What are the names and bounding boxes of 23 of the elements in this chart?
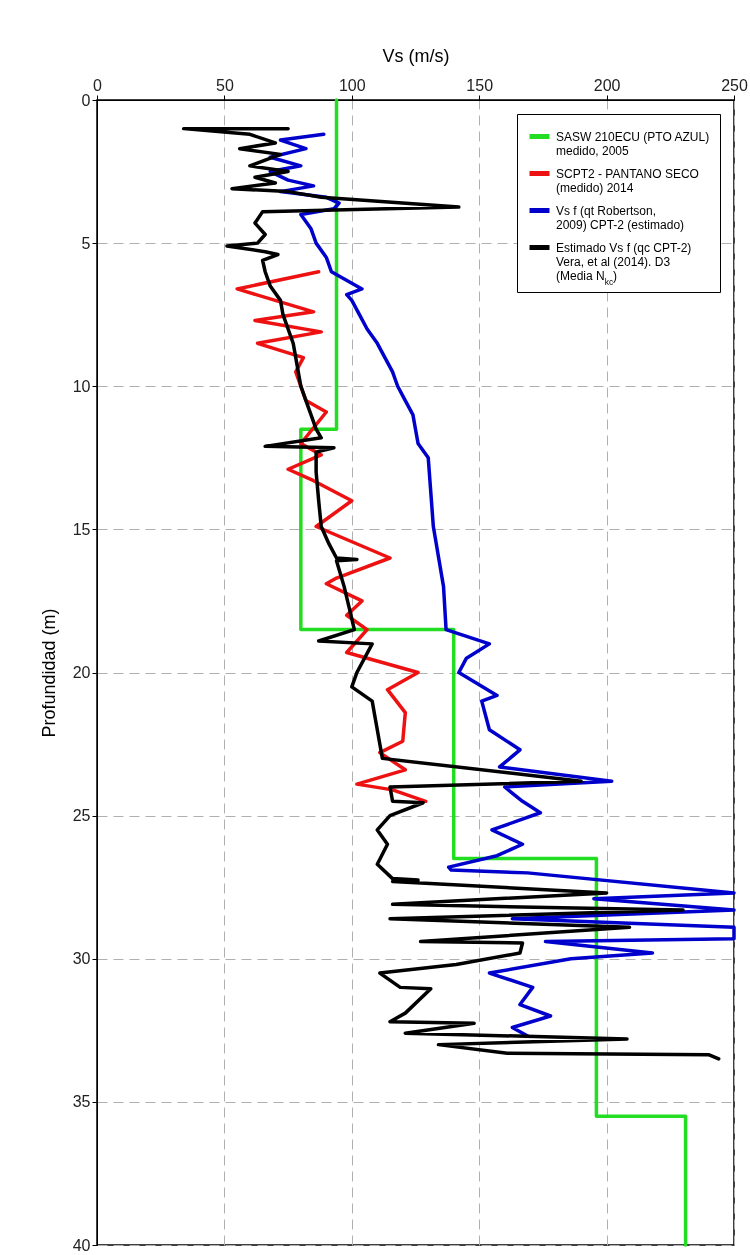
y-tick-label: 10 bbox=[72, 377, 91, 395]
legend-label: Estimado Vs f (qc CPT-2) Vera, et al (2014). D3 (Media N$_{kc}$) bbox=[556, 240, 692, 287]
x-tick-label: 0 bbox=[93, 76, 103, 94]
y-axis-title: Profundidad (m) bbox=[38, 608, 59, 738]
y-tick-label: 0 bbox=[81, 91, 91, 109]
x-axis-title: Vs (m/s) bbox=[382, 45, 450, 66]
legend-label: SCPT2 - PANTANO SECO (medido) 2014 bbox=[556, 166, 699, 195]
y-tick-label: 25 bbox=[72, 807, 91, 825]
x-tick-label: 200 bbox=[593, 76, 621, 94]
y-tick-label: 30 bbox=[72, 950, 91, 968]
line-series bbox=[268, 132, 736, 1038]
y-tick-label: 35 bbox=[72, 1093, 91, 1111]
x-tick-label: 50 bbox=[216, 76, 234, 94]
y-tick-label: 20 bbox=[72, 664, 91, 681]
y-tick-label: 5 bbox=[81, 234, 91, 252]
x-tick-label: 250 bbox=[721, 76, 748, 94]
y-tick-label: 15 bbox=[72, 520, 91, 538]
legend-label: Vs f (qt Robertson, 2009) CPT-2 (estimado) bbox=[556, 203, 685, 232]
legend-label: SASW 210ECU (PTO AZUL) medido, 2005 bbox=[556, 129, 710, 158]
x-tick-label: 150 bbox=[466, 76, 494, 94]
x-tick-label: 100 bbox=[338, 76, 366, 94]
line-series bbox=[181, 126, 721, 1061]
y-tick-label: 40 bbox=[72, 1236, 91, 1254]
